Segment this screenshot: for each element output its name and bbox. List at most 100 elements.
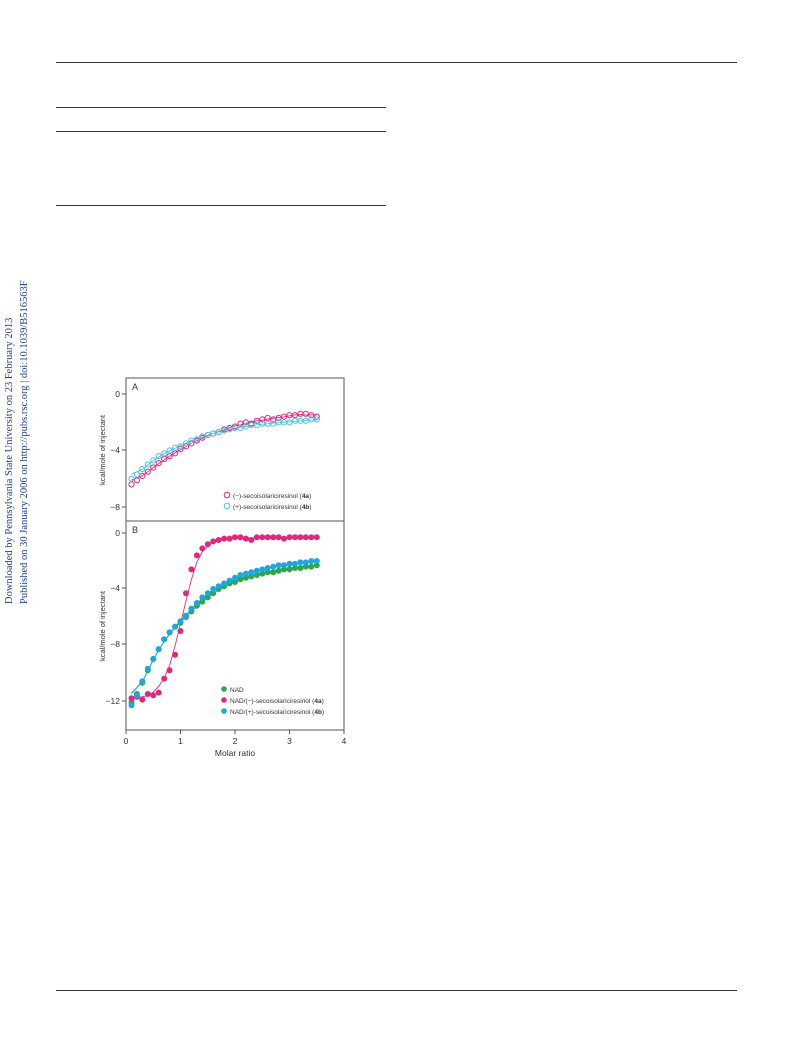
series-nad-4a-point	[264, 534, 271, 541]
x-tick-label: 1	[178, 736, 183, 746]
series-4b-point	[128, 475, 135, 482]
series-nad-4b-point	[226, 577, 233, 584]
series-nad-4b-point	[188, 605, 195, 612]
series-nad-point	[253, 572, 260, 578]
panel-b-ylabel: kcal/mole of injectant	[98, 590, 107, 661]
series-4b-point	[270, 420, 277, 427]
series-nad-point	[232, 579, 238, 585]
itc-figure: A B 0 −4 −8 kcal/mole of injectant 0 −4 …	[98, 377, 347, 758]
series-nad-4a-point	[308, 534, 315, 541]
series-nad-4a-point	[188, 566, 195, 573]
series-nad-4b-point	[193, 600, 200, 606]
series-nad-4b-point	[144, 665, 151, 672]
series-4b-point	[161, 450, 168, 457]
series-nad-4b-point	[270, 563, 277, 570]
panel-a-letter: A	[132, 382, 138, 392]
series-nad-4b-point	[264, 565, 271, 571]
panel-a-yticks: 0 −4 −8	[110, 389, 126, 512]
series-nad-point	[270, 569, 277, 576]
series-4a-point	[297, 410, 304, 417]
series-nad-4b-point	[210, 586, 217, 592]
series-nad-4b-point	[275, 562, 282, 569]
series-nad-4a-point	[204, 541, 211, 548]
series-4b-point	[226, 426, 233, 433]
series-nad-4a-point	[259, 534, 266, 541]
series-4b-point	[144, 461, 151, 468]
series-4a-point	[150, 464, 157, 471]
series-nad-4b-point	[281, 562, 287, 569]
x-tick-label: 2	[233, 736, 238, 746]
series-nad-4a-point	[193, 552, 200, 559]
series-nad-4a-point	[215, 537, 222, 543]
legend-label-4a: (−)-secoisolariciresinol (4a)	[233, 493, 311, 500]
series-nad-4b-point	[302, 559, 309, 566]
series-nad-4b-point	[133, 692, 140, 699]
series-4a-point	[133, 477, 141, 484]
series-nad-4a-point	[139, 696, 146, 703]
series-4a-point	[144, 468, 151, 475]
series-4b-point	[302, 417, 309, 424]
series-nad-point	[237, 576, 244, 583]
series-4b-point	[204, 431, 211, 439]
published-line[interactable]: Published on 30 January 2006 on http://p…	[19, 280, 30, 604]
series-4a-point	[308, 412, 315, 419]
series-nad-point	[204, 594, 211, 601]
x-tick-label: 3	[287, 736, 292, 746]
series-4b-point	[188, 437, 195, 444]
series-4b-point	[166, 447, 173, 454]
series-nad-4a-point	[242, 535, 249, 542]
series-nad-4a-point	[221, 535, 228, 542]
series-nad-4a-point	[128, 695, 135, 702]
header-rule	[56, 62, 737, 63]
series-4b-point	[313, 416, 320, 423]
panel-a-legend: (−)-secoisolariciresinol (4a) (+)-secois…	[223, 491, 312, 511]
series-nad-4b-point	[259, 566, 266, 573]
series-4b-point	[215, 429, 222, 436]
series-4a-point	[275, 414, 282, 422]
series-nad-4a-point	[232, 534, 238, 541]
series-nad-4b-point	[308, 558, 315, 564]
series-nad-4b-point	[150, 656, 157, 662]
series-nad-point	[242, 574, 249, 581]
legend-label-nad-4b: NAD/(+)-secoisolariciresinol (4b)	[230, 709, 324, 716]
series-nad-4a-point	[253, 534, 260, 541]
series-nad-4a-point	[183, 590, 189, 597]
legend-marker-4b	[223, 502, 231, 510]
series-4a-point	[264, 414, 271, 422]
x-tick-label: 4	[342, 736, 347, 746]
series-nad-4a-point	[281, 535, 287, 542]
series-nad-point	[248, 573, 255, 580]
series-4b-point	[182, 440, 190, 447]
series-nad-4b-point	[204, 590, 211, 597]
series-nad-4b-point	[128, 702, 135, 709]
panel-a-ylabel: kcal/mole of injectant	[98, 414, 107, 485]
series-nad-4a-point	[270, 534, 277, 541]
series-nad-4b-point	[313, 558, 320, 564]
panel-b-ytick-label: −4	[110, 583, 120, 593]
series-nad-4b-point	[221, 580, 228, 587]
legend-label-nad: NAD	[230, 687, 244, 694]
legend-label-4b: (+)-secoisolariciresinol (4b)	[233, 504, 312, 511]
series-nad-4b-point	[248, 569, 255, 576]
panel-b-ytick-label: −12	[106, 696, 121, 706]
series-nad-4b-point	[172, 623, 179, 630]
series-nad-4a-point	[210, 538, 217, 545]
series-nad-4b-point	[215, 583, 222, 590]
series-4b-point	[139, 465, 146, 473]
series-4b-point	[193, 436, 201, 443]
panel-a-ytick-label: −4	[110, 445, 120, 455]
series-nad-4a-point	[144, 691, 151, 697]
series-4b-point	[221, 427, 228, 434]
series-4a-point	[302, 410, 309, 417]
panel-b-yticks: 0 −4 −8 −12	[106, 528, 126, 706]
download-line[interactable]: Downloaded by Pennsylvania State Univers…	[4, 317, 15, 604]
series-nad-4a-point	[302, 534, 309, 541]
series-4a-point	[237, 420, 244, 427]
legend-marker-nad	[221, 686, 227, 692]
series-4b-point	[155, 453, 162, 460]
series-nad-4b-point	[286, 560, 293, 567]
series-4b-point	[150, 457, 157, 464]
series-nad-4a-point	[237, 534, 244, 541]
series-4a-point	[177, 446, 184, 453]
series-4b-point	[210, 430, 217, 437]
